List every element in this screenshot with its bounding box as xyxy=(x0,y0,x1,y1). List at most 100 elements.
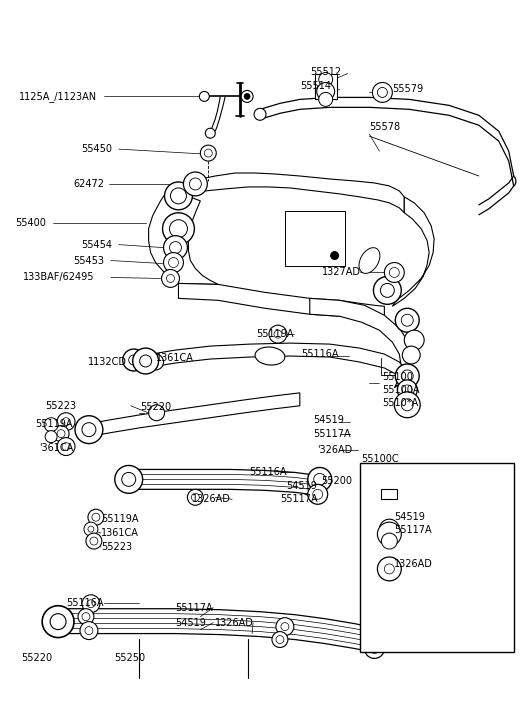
Circle shape xyxy=(162,213,194,244)
Circle shape xyxy=(42,606,74,638)
Text: 55512: 55512 xyxy=(310,67,341,76)
Polygon shape xyxy=(168,173,404,213)
Circle shape xyxy=(384,262,404,282)
Circle shape xyxy=(314,473,326,486)
Circle shape xyxy=(401,314,413,326)
Circle shape xyxy=(62,418,70,426)
Circle shape xyxy=(389,268,399,278)
Circle shape xyxy=(187,489,203,505)
Circle shape xyxy=(191,494,199,502)
Text: 55450: 55450 xyxy=(81,144,112,154)
Text: 55220: 55220 xyxy=(141,402,172,411)
Circle shape xyxy=(115,465,143,494)
Circle shape xyxy=(57,438,75,456)
Text: 55454: 55454 xyxy=(81,240,112,249)
Circle shape xyxy=(199,92,209,101)
Circle shape xyxy=(205,128,215,138)
Bar xyxy=(381,489,397,499)
Text: 55514: 55514 xyxy=(300,81,331,92)
Circle shape xyxy=(204,149,212,157)
Polygon shape xyxy=(392,197,434,306)
Circle shape xyxy=(169,241,182,254)
Circle shape xyxy=(80,622,98,640)
Bar xyxy=(315,73,337,100)
Circle shape xyxy=(84,522,98,536)
Circle shape xyxy=(395,364,419,388)
Text: 1132CD: 1132CD xyxy=(88,357,127,367)
Circle shape xyxy=(404,330,424,350)
Text: 1326AD: 1326AD xyxy=(395,559,433,569)
Text: 55116A: 55116A xyxy=(66,598,104,608)
Circle shape xyxy=(364,638,384,659)
Text: 1327AD: 1327AD xyxy=(322,268,361,278)
Circle shape xyxy=(167,275,175,282)
Circle shape xyxy=(190,178,201,190)
Circle shape xyxy=(86,533,102,549)
Circle shape xyxy=(331,252,339,260)
Circle shape xyxy=(62,443,70,451)
Circle shape xyxy=(78,608,94,624)
Circle shape xyxy=(381,533,397,549)
Circle shape xyxy=(367,622,391,646)
Circle shape xyxy=(402,385,412,395)
Circle shape xyxy=(82,422,96,437)
Bar xyxy=(285,211,345,265)
Text: 55117A: 55117A xyxy=(175,603,213,613)
Circle shape xyxy=(395,308,419,332)
Text: 55400: 55400 xyxy=(15,218,46,228)
Ellipse shape xyxy=(255,347,285,365)
Circle shape xyxy=(308,467,332,491)
Text: 55117A: 55117A xyxy=(280,494,318,505)
Text: 55250: 55250 xyxy=(114,654,145,664)
Polygon shape xyxy=(310,298,411,388)
Circle shape xyxy=(397,380,417,400)
Text: 5510*A: 5510*A xyxy=(382,398,418,408)
Circle shape xyxy=(122,473,136,486)
Circle shape xyxy=(276,635,284,643)
Circle shape xyxy=(281,622,289,630)
Circle shape xyxy=(402,346,420,364)
Circle shape xyxy=(370,643,380,654)
Circle shape xyxy=(319,92,332,106)
Text: 55116A: 55116A xyxy=(301,349,338,359)
Circle shape xyxy=(44,418,58,432)
Text: 1326AD: 1326AD xyxy=(215,618,254,627)
Circle shape xyxy=(401,370,413,382)
Polygon shape xyxy=(149,189,218,284)
Circle shape xyxy=(88,509,104,525)
Circle shape xyxy=(148,354,164,370)
Circle shape xyxy=(57,413,75,430)
Circle shape xyxy=(140,355,151,367)
Text: '326AD: '326AD xyxy=(316,444,352,454)
Text: 1125A_/1123AN: 1125A_/1123AN xyxy=(19,91,97,102)
Text: 55100A: 55100A xyxy=(382,385,420,395)
Circle shape xyxy=(372,82,392,103)
Circle shape xyxy=(380,284,395,297)
Text: 54519: 54519 xyxy=(313,414,344,425)
Circle shape xyxy=(45,430,57,443)
Circle shape xyxy=(85,627,93,635)
Bar xyxy=(359,464,513,652)
Text: 55117A: 55117A xyxy=(395,525,432,535)
Circle shape xyxy=(380,519,399,539)
Circle shape xyxy=(57,430,65,438)
Polygon shape xyxy=(145,343,407,386)
Circle shape xyxy=(82,595,100,613)
Text: 55100: 55100 xyxy=(382,372,413,382)
Text: 55119A: 55119A xyxy=(256,329,294,340)
Circle shape xyxy=(90,537,98,545)
Circle shape xyxy=(308,484,328,505)
Circle shape xyxy=(373,276,401,305)
Circle shape xyxy=(244,94,250,100)
Text: '361CA: '361CA xyxy=(39,443,73,453)
Text: 133BAF/62495: 133BAF/62495 xyxy=(23,273,95,283)
Text: 54519: 54519 xyxy=(175,618,207,627)
Circle shape xyxy=(129,355,139,365)
Circle shape xyxy=(88,526,94,532)
Circle shape xyxy=(149,405,165,421)
Ellipse shape xyxy=(359,248,380,273)
Circle shape xyxy=(133,348,159,374)
Circle shape xyxy=(170,188,186,204)
Circle shape xyxy=(276,618,294,635)
Text: 55223: 55223 xyxy=(101,542,132,552)
